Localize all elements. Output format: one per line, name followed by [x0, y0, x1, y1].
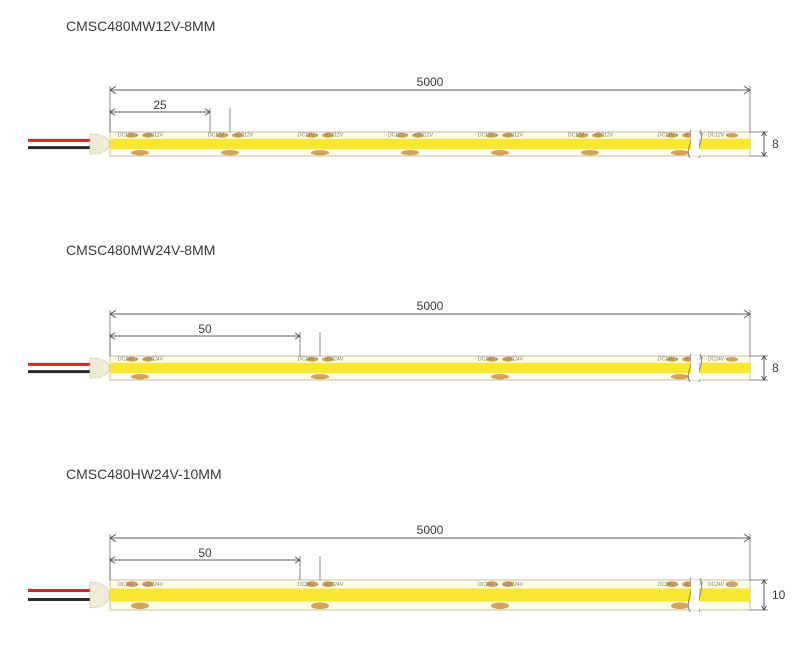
svg-text:10: 10 [772, 588, 786, 602]
svg-text:+DC12V: +DC12V [234, 133, 254, 139]
strip-diagram-0: DC12V + +DC12V DC12V + +DC12V DC12V + +DC12V D… [20, 72, 780, 192]
svg-text:DC24V +: DC24V + [708, 357, 729, 363]
svg-text:DC24V +: DC24V + [478, 582, 499, 588]
svg-text:+DC12V: +DC12V [414, 133, 434, 139]
svg-text:DC24V +: DC24V + [298, 582, 319, 588]
svg-text:+DC24V: +DC24V [144, 357, 164, 363]
strip-title-1: CMSC480MW24V-8MM [66, 242, 215, 258]
svg-text:+DC24V: +DC24V [324, 357, 344, 363]
svg-text:25: 25 [153, 98, 167, 112]
svg-text:DC12V +: DC12V + [298, 133, 319, 139]
svg-text:50: 50 [198, 322, 212, 336]
svg-text:DC12V +: DC12V + [708, 133, 729, 139]
svg-text:DC24V +: DC24V + [298, 357, 319, 363]
svg-text:DC12V +: DC12V + [658, 133, 679, 139]
strip-title-0: CMSC480MW12V-8MM [66, 18, 215, 34]
svg-text:DC12V +: DC12V + [388, 133, 409, 139]
svg-text:DC24V +: DC24V + [658, 582, 679, 588]
svg-text:+DC24V: +DC24V [324, 582, 344, 588]
strip-diagram-2: DC24V + +DC24V DC24V + +DC24V DC24V + +DC24V D… [20, 520, 780, 646]
strip-title-2: CMSC480HW24V-10MM [66, 466, 222, 482]
svg-text:DC12V +: DC12V + [208, 133, 229, 139]
svg-text:DC12V +: DC12V + [118, 133, 139, 139]
svg-text:+DC24V: +DC24V [144, 582, 164, 588]
strip-diagram-1: DC24V + +DC24V DC24V + +DC24V DC24V + +DC24V D… [20, 296, 780, 416]
svg-text:+DC12V: +DC12V [594, 133, 614, 139]
svg-text:5000: 5000 [417, 299, 444, 313]
svg-text:DC12V +: DC12V + [568, 133, 589, 139]
svg-text:DC12V +: DC12V + [478, 133, 499, 139]
svg-text:+DC24V: +DC24V [504, 582, 524, 588]
svg-text:8: 8 [772, 137, 779, 151]
svg-text:5000: 5000 [417, 523, 444, 537]
svg-text:8: 8 [772, 361, 779, 375]
svg-text:DC24V +: DC24V + [708, 582, 729, 588]
svg-text:DC24V +: DC24V + [478, 357, 499, 363]
svg-text:+DC12V: +DC12V [504, 133, 524, 139]
svg-text:+DC24V: +DC24V [504, 357, 524, 363]
svg-text:+DC12V: +DC12V [144, 133, 164, 139]
svg-text:DC24V +: DC24V + [658, 357, 679, 363]
svg-text:DC24V +: DC24V + [118, 357, 139, 363]
svg-text:50: 50 [198, 546, 212, 560]
svg-text:DC24V +: DC24V + [118, 582, 139, 588]
svg-text:+DC12V: +DC12V [324, 133, 344, 139]
svg-text:5000: 5000 [417, 75, 444, 89]
